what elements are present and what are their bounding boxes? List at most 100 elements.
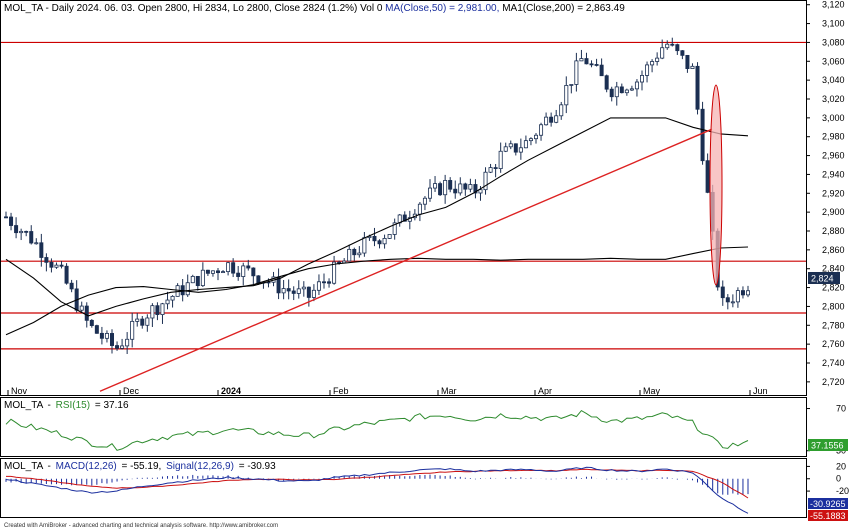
candle-body	[705, 160, 710, 193]
price-header: MOL_TA - Daily 2024. 06. 03. Open 2800, …	[4, 3, 625, 14]
rsi-panel[interactable]	[0, 397, 807, 457]
candle-body	[135, 318, 140, 322]
candle-body	[730, 301, 735, 304]
candle-body	[518, 147, 523, 153]
candle-body	[463, 183, 468, 190]
ma200-label: MA1(Close,200) = 2,863.49	[502, 3, 625, 14]
candle-body	[634, 81, 639, 90]
candle-body	[200, 269, 205, 287]
rsi-symbol: MOL_TA	[4, 400, 44, 411]
candle-body	[120, 345, 125, 349]
candle-body	[99, 332, 104, 339]
date-tick-label: Mar	[441, 386, 457, 396]
candle-body	[145, 317, 150, 326]
date-tick-label: May	[643, 386, 661, 396]
candle-body	[579, 58, 584, 62]
candle-body	[332, 261, 337, 284]
price-tick-label: 2,940	[822, 169, 845, 179]
candle-body	[614, 86, 619, 98]
candle-body	[382, 238, 387, 245]
candle-body	[468, 184, 473, 190]
candle-body	[170, 295, 175, 301]
candle-body	[291, 290, 296, 294]
candle-body	[362, 237, 367, 254]
date-tick-label: Apr	[538, 386, 552, 396]
candle-body	[695, 65, 700, 110]
price-tick-label: 2,780	[822, 320, 845, 330]
candle-body	[554, 115, 559, 123]
candle-body	[115, 345, 120, 349]
candle-body	[110, 333, 115, 346]
candle-body	[44, 257, 49, 263]
price-panel[interactable]	[0, 0, 807, 396]
candle-body	[498, 150, 503, 169]
candle-body	[160, 303, 165, 316]
macd-tick-label: 0	[836, 474, 841, 484]
candle-body	[311, 289, 316, 298]
candle-body	[140, 318, 145, 326]
price-tick-label: 3,080	[822, 37, 845, 47]
price-tick-label: 3,060	[822, 56, 845, 66]
candle-body	[544, 116, 549, 126]
candle-body	[528, 138, 533, 142]
candle-body	[660, 47, 665, 59]
candle-body	[645, 64, 650, 76]
candle-body	[725, 297, 730, 303]
candle-body	[185, 282, 190, 296]
date-tick-label: Jun	[753, 386, 768, 396]
candle-body	[205, 269, 210, 274]
candle-body	[19, 230, 24, 234]
candle-body	[377, 240, 382, 245]
candle-body	[24, 230, 29, 233]
candle-body	[599, 64, 604, 77]
candle-body	[337, 261, 342, 264]
candle-body	[640, 75, 645, 83]
date-axis: Nov Dec 2024 Feb Mar Apr May Jun	[7, 386, 768, 396]
candle-body	[433, 183, 438, 189]
candle-body	[49, 261, 54, 268]
candle-body	[624, 89, 629, 94]
candle-body	[650, 61, 655, 66]
signal-tag-label: -55.1883	[810, 511, 846, 521]
candle-body	[513, 143, 518, 153]
date-tick-label: 2024	[221, 386, 241, 396]
candle-body	[685, 54, 690, 70]
last-price-tag	[808, 272, 840, 284]
trendline	[99, 128, 713, 392]
candle-body	[493, 167, 498, 169]
ma-line	[5, 117, 749, 317]
candle-body	[34, 242, 39, 245]
rsi-tag-label: 37.1556	[811, 441, 844, 451]
candle-body	[89, 319, 94, 326]
macd-dash: -	[48, 461, 51, 472]
signal-name: Signal(12,26,9)	[166, 461, 234, 472]
price-tick-label: 3,120	[822, 0, 845, 10]
price-tick-label: 2,760	[822, 339, 845, 349]
price-tick-label: 2,720	[822, 377, 845, 387]
price-tick-label: 2,840	[822, 264, 845, 274]
candle-body	[478, 189, 483, 194]
candle-body	[700, 108, 705, 162]
candle-body	[241, 265, 246, 277]
candle-body	[655, 57, 660, 62]
candle-body	[195, 275, 200, 287]
candle-body	[357, 252, 362, 256]
macd-tag	[808, 498, 848, 509]
candle-body	[306, 286, 311, 298]
candle-body	[746, 290, 751, 296]
candle-body	[84, 305, 89, 321]
candle-body	[9, 216, 14, 226]
candle-body	[665, 43, 670, 49]
candle-body	[372, 235, 377, 242]
candle-body	[327, 281, 332, 284]
rsi-line	[5, 409, 749, 451]
candle-body	[256, 275, 261, 284]
candle-body	[316, 281, 321, 291]
candle-body	[221, 271, 226, 274]
candle-body	[443, 180, 448, 196]
price-tick-label: 3,000	[822, 113, 845, 123]
candle-body	[549, 116, 554, 123]
candle-body	[246, 265, 251, 269]
date-tick-label: Feb	[333, 386, 349, 396]
